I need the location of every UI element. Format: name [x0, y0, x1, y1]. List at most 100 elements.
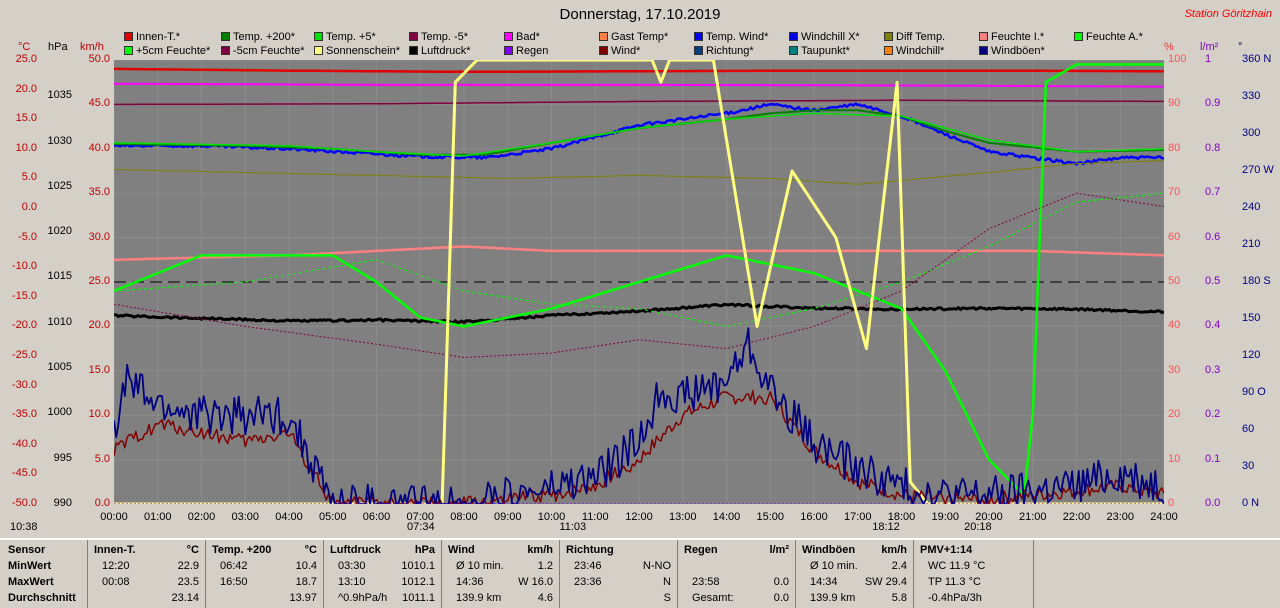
axis-tick-label: -25.0	[11, 349, 37, 361]
axis-tick-label: 80	[1168, 141, 1181, 154]
series-line-temp-5-	[114, 112, 1164, 157]
stats-cell-label: Ø 10 min.	[456, 560, 504, 572]
stats-cell-label: 00:08	[102, 576, 130, 588]
stats-column-title: Windböen	[802, 544, 856, 556]
stats-cell-label: 06:42	[220, 560, 248, 572]
legend-label: Windchill*	[896, 45, 945, 57]
stats-column-unit: hPa	[414, 544, 435, 556]
legend-label: Richtung*	[706, 45, 754, 57]
axis-tick-label: 25.0	[88, 275, 110, 287]
stats-cell-value: 0.0	[773, 592, 789, 604]
stats-cell-value: 4.6	[537, 592, 553, 604]
stats-cell-value: 18.7	[295, 576, 317, 588]
legend-entry: Innen-T.*	[124, 31, 180, 44]
stats-cell-label: 23:58	[692, 576, 720, 588]
series-line-windb-en-	[114, 327, 1164, 504]
axis-tick-label: 0	[1168, 497, 1175, 509]
time-tick-label: 15:00	[756, 511, 785, 523]
legend-swatch	[409, 46, 418, 55]
axis-tick-label: 120	[1242, 349, 1261, 361]
time-tick-label: 09:00	[493, 511, 522, 523]
rain-unit: l/m²	[1200, 41, 1219, 53]
stats-column: Windböen km/h Ø 10 min. 2.4 14:34 SW 29.4 139.…	[796, 540, 914, 608]
legend-label: -5cm Feuchte*	[233, 45, 305, 57]
time-tick-label: 22:00	[1062, 511, 1091, 523]
axis-tick-label: -30.0	[11, 378, 37, 391]
legend-swatch	[599, 46, 608, 55]
stats-cell-value: 2.4	[891, 560, 907, 572]
legend-swatch	[124, 32, 133, 41]
axis-tick-label: 1	[1205, 53, 1212, 65]
time-tick-label: 20:00	[975, 511, 1003, 523]
time-tick-label: 14:00	[712, 511, 741, 523]
legend-entry: Luftdruck*	[409, 45, 471, 58]
event-marker: 18:12	[872, 521, 900, 533]
axis-tick-label: 60	[1168, 230, 1181, 243]
axis-tick-label: -10.0	[11, 260, 37, 273]
axis-tick-label: 210	[1242, 238, 1261, 250]
axis-tick-label: 70	[1168, 186, 1181, 199]
event-marker: 11:03	[559, 521, 587, 533]
axis-tick-label: 5.0	[21, 171, 37, 184]
legend-swatch	[504, 32, 513, 41]
axis-tick-label: 25.0	[15, 53, 37, 65]
time-tick-label: 10:00	[537, 511, 566, 523]
axis-tick-label: 10.0	[88, 408, 110, 421]
legend-label: Bad*	[516, 31, 540, 43]
stats-cell-value: N	[663, 576, 671, 588]
axis-tick-label: 0.4	[1205, 319, 1221, 332]
stats-cell-label: 16:50	[220, 576, 248, 588]
stats-cell-value: N-NO	[642, 560, 671, 572]
stats-column-title: Innen-T.	[94, 544, 136, 556]
legend-swatch	[789, 46, 798, 55]
event-marker: 07:34	[407, 521, 435, 533]
axis-tick-label: 300	[1242, 127, 1261, 139]
legend-swatch	[694, 32, 703, 41]
legend-entry: Richtung*	[694, 45, 754, 58]
event-marker: 10:38	[10, 521, 38, 533]
legend-entry: Temp. Wind*	[694, 31, 768, 44]
page-title: Donnerstag, 17.10.2019	[559, 6, 721, 23]
stats-column-title: Luftdruck	[330, 544, 381, 556]
legend-entry: Sonnenschein*	[314, 45, 400, 58]
axis-tick-label: 0.8	[1205, 141, 1221, 154]
stats-cell-label: 139.9 km	[456, 592, 502, 604]
axis-tick-label: 1025	[47, 179, 72, 192]
axis-tick-label: -15.0	[11, 289, 37, 302]
stats-cell-label: Gesamt:	[692, 592, 734, 604]
stats-row-label: Sensor	[8, 544, 46, 556]
stats-column-unit: l/m²	[769, 544, 789, 556]
legend-label: Feuchte I.*	[991, 31, 1045, 43]
axis-tick-label: 1020	[47, 225, 72, 238]
legend-entry: Temp. -5*	[409, 31, 468, 44]
statistics-panel: Sensor MinWert MaxWert Durchschnitt Innen-T.…	[0, 538, 1280, 608]
legend-label: Temp. +200*	[233, 31, 296, 43]
legend-swatch	[1074, 32, 1083, 41]
axis-tick-label: -40.0	[11, 437, 37, 450]
stats-row-label: MinWert	[8, 560, 52, 572]
legend-entry: Temp. +200*	[221, 31, 295, 44]
stats-column-title: Temp. +200	[212, 544, 272, 556]
time-tick-label: 13:00	[668, 511, 697, 523]
stats-cell-value: 10.4	[295, 560, 317, 572]
axis-tick-label: 0.2	[1205, 408, 1221, 421]
axis-tick-label: 30	[1242, 460, 1255, 472]
legend-label: Sonnenschein*	[326, 45, 401, 57]
time-tick-label: 03:00	[231, 511, 260, 523]
legend-entry: Gast Temp*	[599, 31, 668, 44]
stats-column-title: Richtung	[566, 544, 614, 556]
stats-row-label: MaxWert	[8, 576, 54, 588]
legend-entry: Wind*	[599, 45, 640, 58]
time-tick-label: 05:00	[318, 511, 347, 523]
axis-tick-label: 0.0	[94, 497, 110, 509]
stats-column: Wind km/h Ø 10 min. 1.2 14:36 W 16.0 139.9 km 4…	[442, 540, 560, 608]
legend-label: Temp. Wind*	[706, 31, 769, 43]
stats-cell-value: 5.8	[891, 592, 907, 604]
axis-tick-label: -20.0	[11, 319, 37, 332]
legend-entry: Windböen*	[979, 45, 1045, 58]
stats-cell-value: 1012.1	[401, 576, 435, 588]
axis-tick-label: 0.0	[21, 201, 37, 213]
legend-swatch	[314, 46, 323, 55]
time-tick-label: 07:00	[406, 511, 435, 523]
stats-cell-label: 23:36	[574, 576, 602, 588]
